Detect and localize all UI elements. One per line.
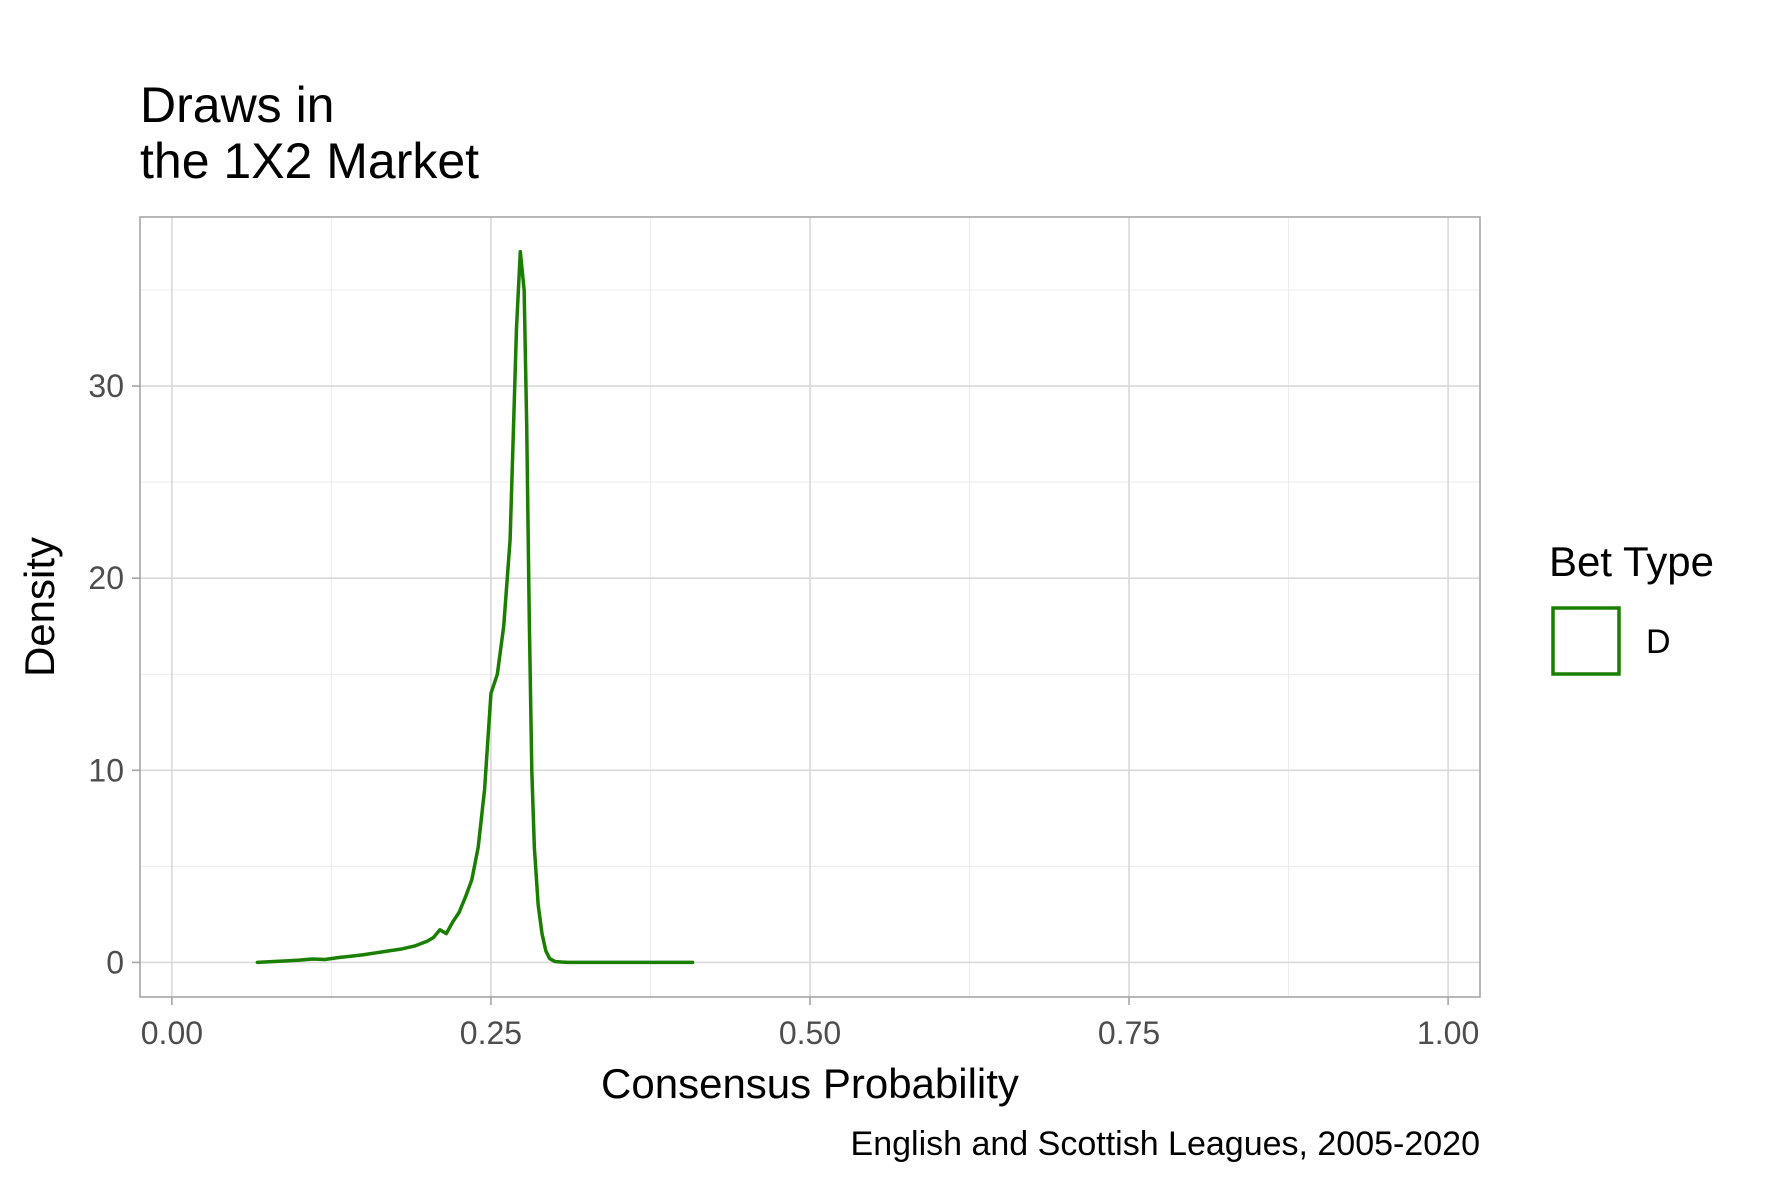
x-tick-label: 0.75 xyxy=(1098,1015,1160,1051)
density-line-d xyxy=(255,249,695,965)
y-tick-label: 0 xyxy=(106,944,124,980)
y-tick-label: 10 xyxy=(88,752,124,788)
y-tick-label: 30 xyxy=(88,368,124,404)
x-tick-label: 0.50 xyxy=(779,1015,841,1051)
x-axis-title: Consensus Probability xyxy=(601,1060,1019,1107)
major-gridlines xyxy=(140,217,1480,997)
legend: Bet Type D xyxy=(1549,538,1714,676)
y-axis-title: Density xyxy=(16,537,63,677)
y-axis: 0 10 20 30 xyxy=(88,368,140,980)
y-tick-label: 20 xyxy=(88,560,124,596)
chart-title-line: the 1X2 Market xyxy=(140,133,479,189)
legend-items: D xyxy=(1551,606,1671,676)
plot-panel xyxy=(139,216,1481,998)
legend-key xyxy=(1551,606,1621,676)
chart-caption: English and Scottish Leagues, 2005-2020 xyxy=(851,1125,1480,1163)
series-layer xyxy=(255,249,695,965)
x-tick-label: 1.00 xyxy=(1417,1015,1479,1051)
chart-title-line: Draws in xyxy=(140,77,334,133)
legend-title: Bet Type xyxy=(1549,538,1714,585)
x-axis: 0.00 0.25 0.50 0.75 1.00 xyxy=(141,997,1479,1051)
x-tick-label: 0.25 xyxy=(460,1015,522,1051)
x-tick-label: 0.00 xyxy=(141,1015,203,1051)
legend-label: D xyxy=(1646,623,1671,661)
